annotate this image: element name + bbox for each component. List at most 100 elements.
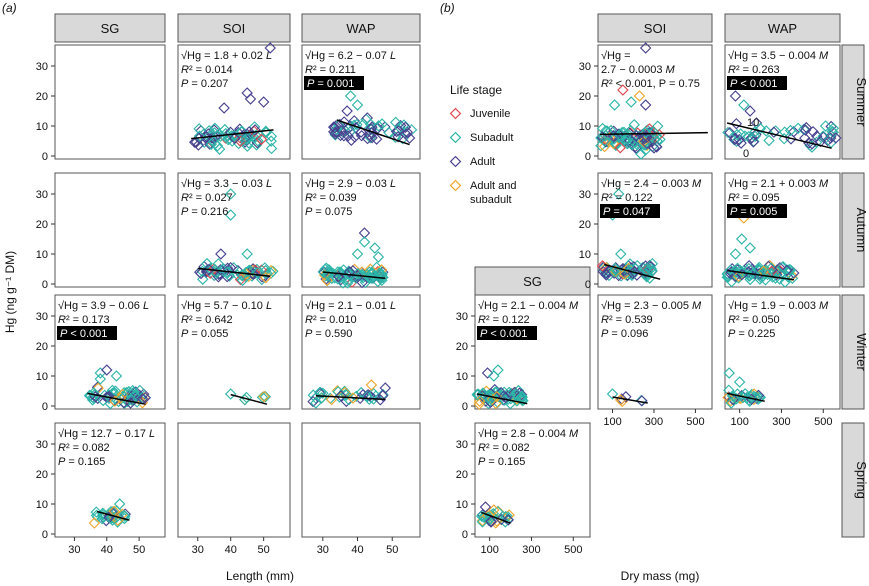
regression-line [481, 511, 511, 524]
strip-a-sg-bg [54, 13, 166, 43]
p-value: = 0.055 [188, 328, 228, 340]
data-point [374, 394, 387, 406]
data-point [729, 133, 741, 146]
data-point [234, 135, 247, 147]
r2-symbol: R [305, 192, 313, 204]
p-symbol: P [480, 328, 488, 340]
panel-frame [177, 422, 291, 538]
annotation-line: R² < 0.001, P = 0.75 [601, 78, 700, 90]
equation-part: 2.7 − 0.0003 [601, 64, 666, 76]
y-tick-label: 30 [456, 439, 468, 451]
data-point [221, 266, 234, 278]
r2-value: ² = 0.122 [609, 192, 653, 204]
data-point [628, 118, 640, 131]
axes-ticks: 0102030010203001020300102030010203001020… [36, 61, 833, 556]
strip-b-sg: SG [523, 274, 542, 289]
equation-var: L [149, 428, 155, 440]
legend-label-line: Adult and [470, 180, 516, 192]
r2-value: ² = 0.082 [66, 442, 110, 454]
annotation-line: √Hg = 2.4 − 0.003 M [601, 178, 702, 190]
annotation-line: √Hg = 5.7 − 0.10 L [181, 300, 272, 312]
data-point [258, 390, 270, 403]
annotation-line: R² = 0.122 [478, 314, 530, 326]
data-point [332, 385, 344, 398]
data-point [403, 132, 416, 144]
data-point [785, 133, 797, 145]
p-value: = 0.047 [610, 206, 650, 218]
p-value: = 0.075 [312, 206, 352, 218]
panel-b-label: (b) [440, 1, 455, 15]
panel-frame [597, 294, 713, 410]
y-tick-label: 10 [36, 121, 48, 133]
data-point [618, 264, 631, 277]
strip-a-sg: SG [101, 21, 120, 36]
r2-value: ² = 0.010 [313, 314, 357, 326]
annotation-line: P = 0.075 [305, 206, 352, 218]
y-tick-label: 30 [36, 439, 48, 451]
data-point [479, 501, 492, 513]
r2-value: ² = 0.095 [736, 192, 780, 204]
annotation-line: R² = 0.211 [305, 64, 356, 76]
annotation-line: P = 0.216 [181, 206, 228, 218]
annotation-line: P = 0.165 [58, 456, 105, 468]
data-point [784, 124, 797, 137]
r2-symbol: R [305, 314, 313, 326]
strip-b-soi: SOI [644, 21, 666, 36]
data-point [729, 248, 742, 260]
x-tick-label: 100 [603, 416, 621, 428]
data-point [400, 128, 413, 141]
data-point [608, 99, 621, 111]
data-point [259, 264, 272, 277]
annotation-line: √Hg = 2.1 − 0.01 L [305, 300, 396, 312]
data-point [743, 262, 755, 275]
panel-frame [301, 422, 421, 538]
x-tick-label: 50 [258, 544, 270, 556]
data-point [106, 514, 119, 526]
data-point [101, 364, 113, 376]
data-point [376, 271, 388, 284]
data-point [88, 517, 101, 529]
r2-value: ² = 0.122 [486, 314, 530, 326]
regression-line [191, 129, 274, 140]
data-point [640, 263, 652, 275]
legend-key-adult [449, 155, 462, 168]
significance-highlight [600, 204, 660, 218]
r2-symbol: R [728, 314, 736, 326]
strip-season-bg [841, 172, 865, 288]
equation-var: M [569, 428, 579, 440]
equation-part: √Hg = 2.1 − 0.01 [305, 300, 390, 312]
data-point [646, 257, 659, 270]
data-point [488, 504, 500, 516]
data-point [817, 130, 829, 142]
data-point [616, 126, 628, 139]
strip-a-soi: SOI [223, 21, 245, 36]
legend-label-adult: Adult [470, 156, 495, 168]
y-tick-label: 10 [579, 121, 591, 133]
r2-symbol: R [601, 78, 609, 90]
data-point [224, 388, 237, 400]
p-value: = 0.096 [608, 328, 648, 340]
data-point [639, 126, 652, 139]
equation-part: √Hg = 2.1 − 0.004 [478, 300, 569, 312]
x-tick-label: 30 [192, 544, 204, 556]
legend-label-line: subadult [470, 194, 512, 206]
data-point [218, 102, 230, 114]
regression-line [600, 131, 708, 136]
data-point [136, 393, 149, 405]
annotation-line: R² = 0.014 [181, 64, 233, 76]
r2-symbol: R [181, 314, 189, 326]
p-symbol: P [60, 328, 68, 340]
data-point [351, 99, 364, 111]
annotation-line: √Hg = 1.9 − 0.003 M [728, 300, 829, 312]
data-point [800, 121, 813, 134]
legend: Life stage Juvenile Subadult Adult Adult… [449, 83, 516, 206]
y-tick-label: 10 [36, 249, 48, 261]
y-tick-label: 0 [42, 529, 48, 541]
annotation-line: R² = 0.027 [181, 192, 233, 204]
data-point [723, 384, 735, 396]
x-tick-label: 300 [645, 416, 663, 428]
data-point [595, 132, 607, 144]
data-point [636, 395, 648, 407]
annotation-line: R² = 0.122 [601, 192, 653, 204]
annotation-line: √Hg = 3.9 − 0.06 L [58, 300, 149, 312]
